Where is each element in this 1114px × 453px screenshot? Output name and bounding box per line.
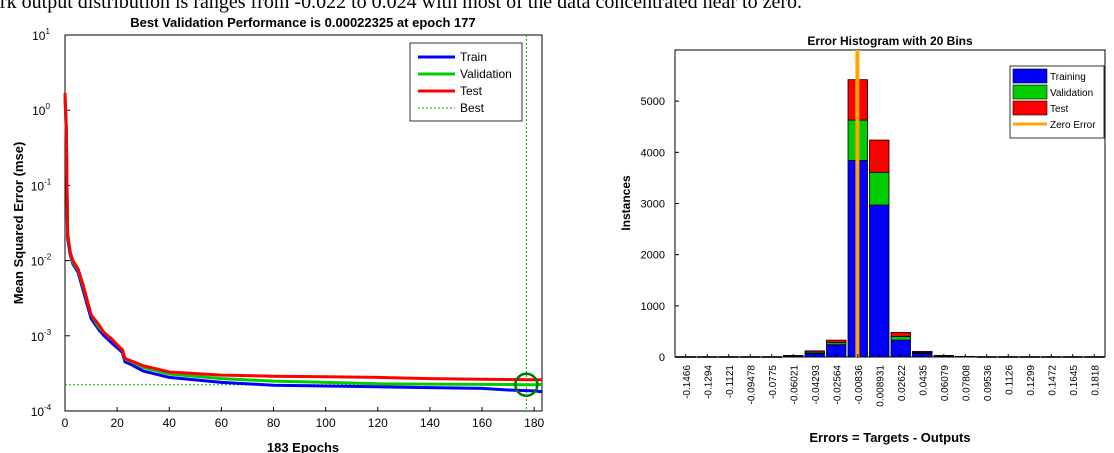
series-line-test bbox=[63, 92, 542, 382]
performance-x-ticks: 0 20 40 60 80 100 120 140 160 180 bbox=[62, 407, 545, 430]
y-tick-base: 10 bbox=[31, 255, 45, 269]
bar-validation bbox=[869, 171, 890, 206]
x-tick-label: 0.1472 bbox=[1047, 365, 1058, 396]
x-tick-label: 140 bbox=[420, 416, 440, 430]
x-tick-label: 160 bbox=[472, 416, 492, 430]
y-tick-label: 4000 bbox=[641, 147, 665, 159]
legend-label-best: Best bbox=[460, 101, 485, 115]
y-tick-exponent: -4 bbox=[44, 403, 52, 412]
legend-label-test: Test bbox=[1050, 104, 1069, 115]
x-tick-label: -0.02564 bbox=[832, 365, 843, 405]
x-tick-label: 0.06079 bbox=[940, 365, 951, 402]
x-tick-label: 0.09536 bbox=[983, 365, 994, 402]
performance-series bbox=[63, 35, 543, 411]
legend-label-training: Training bbox=[1050, 72, 1086, 83]
y-tick-label: 10-3 bbox=[31, 328, 52, 344]
legend-swatch-training bbox=[1012, 68, 1048, 84]
x-tick-label: 20 bbox=[110, 416, 124, 430]
histogram-x-ticks: -0.1466 -0.1294 -0.1121 -0.09478 -0.0775 -0.0… bbox=[682, 354, 1101, 407]
y-tick-exponent: 1 bbox=[45, 27, 50, 36]
y-tick-label: 100 bbox=[32, 102, 50, 118]
histogram-title: Error Histogram with 20 Bins bbox=[807, 34, 973, 48]
x-tick-label: 0.0435 bbox=[918, 365, 929, 396]
x-tick-label: 0.1299 bbox=[1026, 365, 1037, 396]
histogram-y-ticks: 0 1000 2000 3000 4000 5000 bbox=[641, 96, 679, 364]
histogram-ylabel: Instances bbox=[619, 175, 633, 231]
x-tick-label: 60 bbox=[215, 416, 229, 430]
bar-training bbox=[869, 204, 890, 358]
bar-test bbox=[826, 339, 847, 344]
y-tick-label: 3000 bbox=[641, 199, 665, 211]
bar-validation bbox=[890, 336, 911, 341]
y-tick-label: 0 bbox=[659, 352, 665, 364]
y-tick-exponent: -2 bbox=[44, 253, 52, 262]
best-point-marker bbox=[514, 372, 539, 398]
histogram-xlabel: Errors = Targets - Outputs bbox=[809, 430, 970, 445]
y-tick-label: 10-4 bbox=[31, 403, 52, 419]
histogram-legend: Training Validation Test Zero Error bbox=[1009, 65, 1105, 139]
y-tick-base: 10 bbox=[32, 104, 46, 118]
x-tick-label: -0.0775 bbox=[768, 365, 779, 399]
y-tick-label: 5000 bbox=[641, 96, 665, 108]
legend-label-test: Test bbox=[460, 84, 483, 98]
legend-swatch-validation bbox=[1012, 84, 1048, 100]
bar-test bbox=[912, 350, 933, 353]
x-tick-label: 0.1645 bbox=[1069, 365, 1080, 396]
y-tick-label: 101 bbox=[32, 27, 50, 43]
legend-label-zero-error: Zero Error bbox=[1050, 120, 1096, 131]
x-tick-label: -0.09478 bbox=[746, 365, 757, 405]
x-tick-label: -0.06021 bbox=[789, 365, 800, 405]
performance-title: Best Validation Performance is 0.0002232… bbox=[130, 15, 475, 30]
x-tick-label: -0.04293 bbox=[811, 365, 822, 405]
y-tick-base: 10 bbox=[31, 330, 45, 344]
y-tick-exponent: -3 bbox=[44, 328, 52, 337]
bar-test bbox=[804, 350, 825, 353]
y-tick-base: 10 bbox=[31, 405, 45, 419]
x-tick-label: 0.07808 bbox=[961, 365, 972, 402]
legend-swatch-test bbox=[1012, 100, 1048, 116]
y-tick-exponent: 0 bbox=[45, 102, 50, 111]
x-tick-label: 120 bbox=[368, 416, 388, 430]
legend-label-validation: Validation bbox=[460, 67, 512, 81]
x-tick-label: 0.1126 bbox=[1004, 365, 1015, 395]
legend-label-train: Train bbox=[460, 50, 487, 64]
x-tick-label: 100 bbox=[316, 416, 336, 430]
y-tick-label: 10-1 bbox=[31, 177, 52, 193]
x-tick-label: -0.00836 bbox=[854, 365, 865, 405]
y-tick-base: 10 bbox=[32, 29, 46, 43]
y-tick-label: 1000 bbox=[641, 301, 665, 313]
bar-test bbox=[869, 139, 890, 173]
x-tick-label: 80 bbox=[267, 416, 281, 430]
performance-ylabel: Mean Squared Error (mse) bbox=[11, 142, 26, 305]
performance-legend: Train Validation Test Best bbox=[409, 42, 523, 122]
x-tick-label: 180 bbox=[524, 416, 544, 430]
legend-label-validation: Validation bbox=[1050, 88, 1093, 99]
y-tick-label: 10-2 bbox=[31, 253, 52, 269]
x-tick-label: -0.1121 bbox=[725, 365, 736, 399]
x-tick-label: 0.02622 bbox=[897, 365, 908, 402]
performance-xlabel: 183 Epochs bbox=[267, 440, 339, 453]
x-tick-label: -0.1466 bbox=[682, 365, 693, 399]
figure-caption: rk output distribution is ranges from -0… bbox=[0, 0, 803, 13]
x-tick-label: 40 bbox=[163, 416, 177, 430]
y-tick-base: 10 bbox=[31, 179, 45, 193]
performance-chart: Best Validation Performance is 0.0002232… bbox=[11, 15, 545, 453]
bar-test bbox=[890, 332, 911, 337]
x-tick-label: -0.1294 bbox=[703, 365, 714, 399]
x-tick-label: 0.008931 bbox=[875, 365, 886, 407]
y-tick-label: 2000 bbox=[641, 250, 665, 262]
y-tick-exponent: -1 bbox=[44, 177, 52, 186]
histogram-chart: Error Histogram with 20 Bins Errors = Ta… bbox=[619, 34, 1106, 445]
x-tick-label: 0 bbox=[62, 416, 69, 430]
x-tick-label: 0.1818 bbox=[1090, 365, 1101, 396]
